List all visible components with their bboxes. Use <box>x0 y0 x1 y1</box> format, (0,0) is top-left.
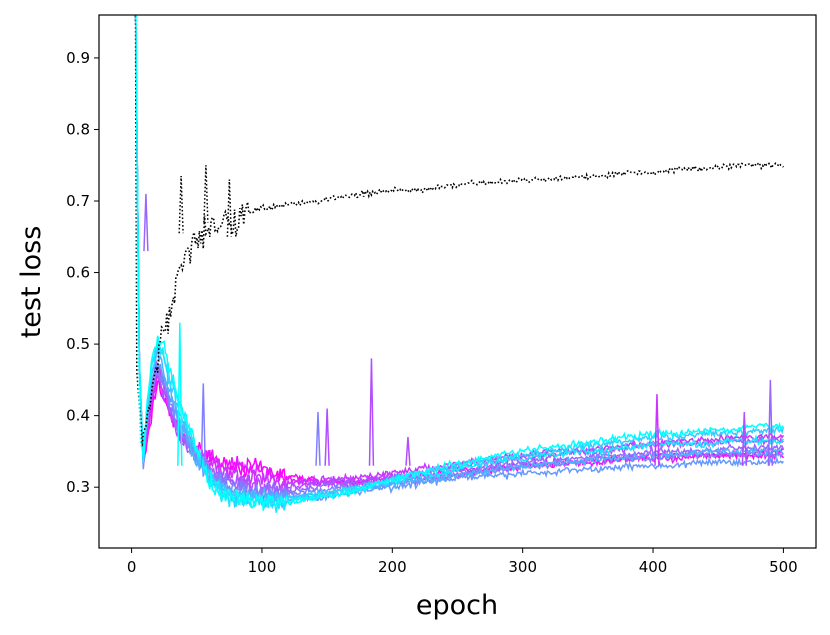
spike-1 <box>177 322 183 466</box>
spike-5 <box>368 358 375 466</box>
x-tick-label-500: 500 <box>769 558 798 576</box>
x-tick-label-400: 400 <box>639 558 668 576</box>
y-tick-label-0.3: 0.3 <box>66 478 90 496</box>
spike-8 <box>741 412 748 466</box>
y-axis-label: test loss <box>16 226 47 339</box>
series-line-7 <box>134 15 784 509</box>
y-tick-label-0.8: 0.8 <box>66 120 90 138</box>
y-tick-label-0.7: 0.7 <box>66 192 90 210</box>
y-tick-label-0.4: 0.4 <box>66 407 90 425</box>
spike-7 <box>654 394 660 466</box>
spike-0 <box>143 193 149 252</box>
y-tick-label-0.9: 0.9 <box>66 49 90 67</box>
x-tick-label-0: 0 <box>127 558 137 576</box>
spike-10 <box>178 175 184 234</box>
x-tick-label-100: 100 <box>248 558 277 576</box>
series-line-8 <box>134 15 785 510</box>
series-line-12 <box>135 15 145 452</box>
spike-6 <box>405 437 411 466</box>
spike-9 <box>767 379 774 466</box>
y-tick-label-0.6: 0.6 <box>66 264 90 282</box>
spike-11 <box>203 165 209 223</box>
plot-frame <box>98 14 817 549</box>
series-layer <box>134 15 785 513</box>
spike-2 <box>200 383 206 466</box>
y-tick-label-0.5: 0.5 <box>66 335 90 353</box>
tick-layer: 0 100 200 300 400 500 0.3 0.4 0.5 0.6 0.7 0.8 0.9 <box>66 49 798 576</box>
x-tick-label-200: 200 <box>378 558 407 576</box>
series-line-9 <box>134 15 785 513</box>
spike-3 <box>315 412 321 466</box>
x-axis-label: epoch <box>416 590 498 621</box>
x-tick-label-300: 300 <box>508 558 537 576</box>
spike-12 <box>226 179 233 237</box>
series-line-10 <box>134 15 784 511</box>
spike-4 <box>324 408 330 466</box>
series-line-11 <box>134 15 785 447</box>
